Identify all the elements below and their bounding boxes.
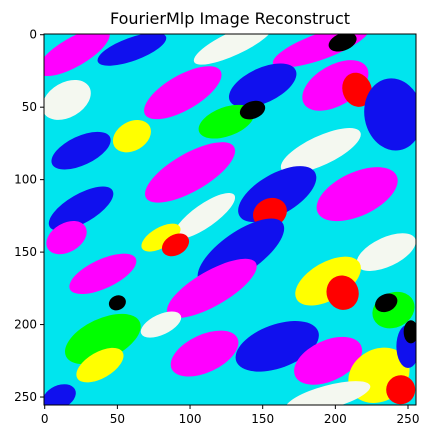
y-tick-label: 50 — [22, 100, 37, 114]
axes: 0 50 100 150 200 250 0 50 100 150 200 250 — [14, 28, 419, 426]
color-region-red — [342, 72, 373, 107]
color-region-yellow — [112, 120, 151, 153]
x-tick-label: 150 — [251, 412, 274, 426]
color-region-blue — [235, 321, 319, 372]
y-tick-label: 150 — [14, 245, 37, 259]
color-region-black — [328, 34, 357, 52]
color-region-blue — [48, 186, 114, 231]
y-tick-label: 250 — [14, 390, 37, 404]
color-region-yellow — [295, 256, 361, 306]
color-region-magenta — [44, 34, 110, 77]
color-region-yellow — [76, 347, 124, 383]
color-region-black — [403, 320, 416, 344]
x-tick-label: 100 — [179, 412, 202, 426]
color-region-magenta — [144, 66, 222, 120]
color-region-red — [326, 275, 359, 310]
color-region-red — [161, 233, 190, 257]
color-region-white — [280, 128, 361, 174]
color-region-white — [44, 79, 91, 120]
x-tick-label: 250 — [397, 412, 420, 426]
color-region-white — [356, 233, 416, 271]
color-region-magenta — [170, 330, 239, 377]
color-region-magenta — [144, 142, 236, 203]
color-region-magenta — [294, 336, 363, 385]
color-region-white — [174, 192, 236, 239]
color-region-blue — [97, 34, 167, 66]
y-tick-label: 200 — [14, 318, 37, 332]
y-tick-label: 100 — [14, 173, 37, 187]
color-region-white — [193, 34, 274, 65]
color-region-black — [375, 293, 398, 313]
image-area — [44, 34, 416, 405]
color-region-yellow — [141, 223, 181, 252]
axes-frame — [43, 33, 417, 406]
color-region-red — [386, 375, 416, 405]
color-region-blue — [228, 63, 297, 108]
y-tick-label: 0 — [29, 28, 37, 42]
color-region-magenta — [69, 253, 137, 295]
x-tick-label: 50 — [110, 412, 125, 426]
color-region-magenta — [166, 258, 257, 318]
color-region-magenta — [316, 167, 398, 222]
color-region-blue — [51, 131, 111, 170]
x-tick-label: 200 — [324, 412, 347, 426]
color-region-magenta — [46, 220, 87, 255]
color-region-white — [140, 311, 182, 338]
color-region-blue — [364, 78, 416, 151]
x-tick-label: 0 — [41, 412, 49, 426]
color-region-black — [239, 100, 266, 120]
color-region-blue — [44, 384, 76, 405]
chart-title: FourierMlp Image Reconstruct — [110, 9, 350, 28]
color-region-black — [108, 295, 126, 311]
